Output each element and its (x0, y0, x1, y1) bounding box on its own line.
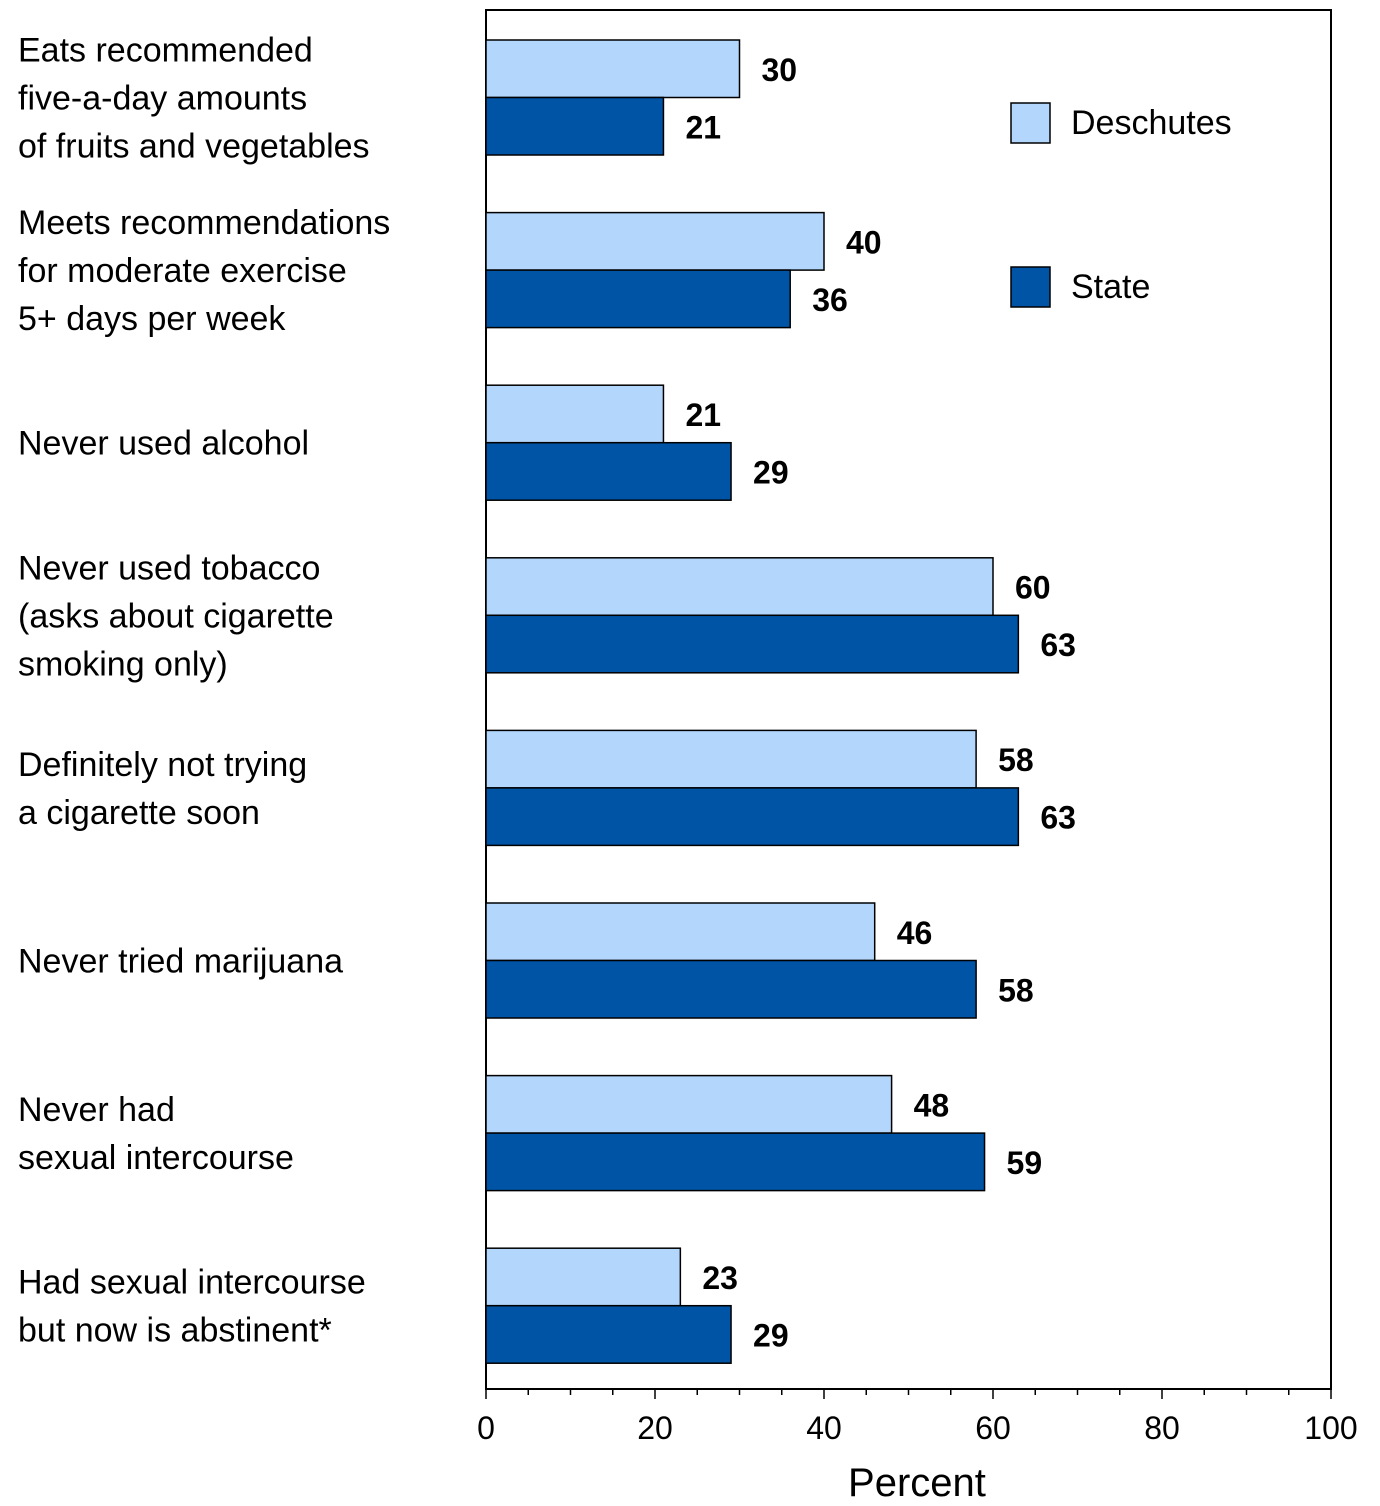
category-label: Never used tobacco (18, 549, 320, 587)
data-label: 21 (685, 109, 721, 145)
category-label: Had sexual intercourse (18, 1264, 366, 1302)
data-label: 63 (1040, 627, 1076, 663)
data-label: 29 (753, 454, 789, 490)
data-label: 40 (846, 224, 882, 260)
category-label: Never tried marijuana (18, 943, 343, 981)
bar-deschutes (486, 558, 993, 616)
category-label: five-a-day amounts (18, 80, 307, 118)
x-tick-label: 20 (637, 1410, 673, 1446)
bar-deschutes (486, 213, 824, 271)
legend-label: Deschutes (1071, 104, 1232, 142)
category-label: smoking only) (18, 645, 228, 683)
legend-swatch-deschutes (1011, 103, 1050, 143)
x-tick-label: 100 (1304, 1410, 1357, 1446)
category-label: Eats recommended (18, 32, 313, 70)
bar-state (486, 1133, 985, 1191)
x-tick-label: 60 (975, 1410, 1011, 1446)
bar-state (486, 270, 790, 328)
bar-state (486, 98, 663, 156)
legend-label: State (1071, 268, 1150, 306)
data-label: 30 (762, 52, 798, 88)
bar-deschutes (486, 1076, 892, 1134)
category-label: for moderate exercise (18, 252, 347, 290)
category-label: Meets recommendations (18, 204, 390, 242)
x-axis-title: Percent (848, 1461, 986, 1501)
bar-deschutes (486, 385, 663, 443)
data-label: 46 (897, 915, 933, 951)
data-label: 58 (998, 972, 1034, 1008)
category-label: Never had (18, 1091, 175, 1129)
category-label: (asks about cigarette (18, 597, 334, 635)
data-label: 58 (998, 742, 1034, 778)
data-label: 60 (1015, 570, 1051, 606)
data-label: 48 (914, 1087, 950, 1123)
bar-deschutes (486, 730, 976, 788)
bar-deschutes (486, 40, 740, 98)
category-label: 5+ days per week (18, 300, 286, 338)
bar-deschutes (486, 903, 875, 961)
x-tick-label: 40 (806, 1410, 842, 1446)
category-label: of fruits and vegetables (18, 128, 370, 166)
bar-state (486, 443, 731, 501)
category-label: sexual intercourse (18, 1139, 294, 1177)
bar-deschutes (486, 1248, 680, 1306)
bar-state (486, 961, 976, 1019)
category-label: Definitely not trying (18, 746, 307, 784)
category-label: a cigarette soon (18, 794, 260, 832)
legend-swatch-state (1011, 267, 1050, 307)
data-label: 36 (812, 282, 848, 318)
data-label: 29 (753, 1317, 789, 1353)
bar-state (486, 1306, 731, 1364)
x-tick-label: 80 (1144, 1410, 1180, 1446)
bar-state (486, 615, 1018, 673)
bar-state (486, 788, 1018, 846)
x-tick-label: 0 (477, 1410, 495, 1446)
data-label: 63 (1040, 800, 1076, 836)
data-label: 21 (685, 397, 721, 433)
category-label: Never used alcohol (18, 425, 309, 463)
category-label: but now is abstinent* (18, 1312, 332, 1350)
data-label: 23 (702, 1260, 738, 1296)
data-label: 59 (1007, 1145, 1043, 1181)
